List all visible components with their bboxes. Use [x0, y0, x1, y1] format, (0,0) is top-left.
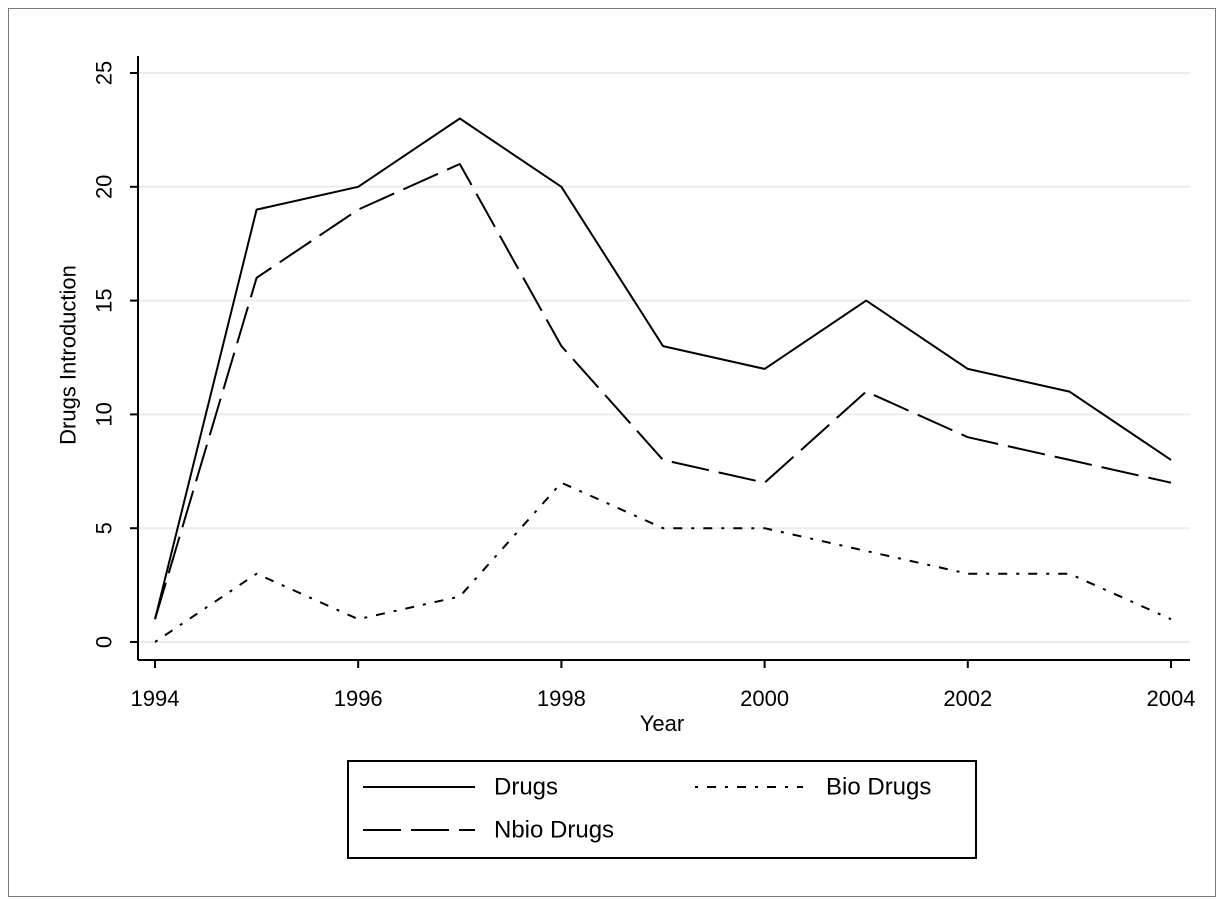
legend-item: Bio Drugs: [695, 774, 931, 801]
x-tick-label: 2004: [1147, 686, 1196, 711]
grid-lines: [138, 72, 1190, 643]
series-line-bio-drugs: [154, 481, 1172, 643]
chart-frame: [8, 8, 1216, 897]
legend-label: Nbio Drugs: [494, 817, 614, 844]
x-tick-label: 1994: [131, 686, 180, 711]
x-tick-label: 1998: [537, 686, 586, 711]
legend-label: Drugs: [494, 774, 558, 801]
x-axis-title: Year: [640, 711, 684, 736]
series-lines: [154, 117, 1172, 643]
x-tick-label: 2000: [740, 686, 789, 711]
x-tick-label: 1996: [334, 686, 383, 711]
legend-box: [347, 760, 977, 859]
series-line-drugs: [154, 117, 1172, 620]
y-tick-label: 25: [92, 61, 117, 85]
legend-item: Drugs: [363, 774, 558, 801]
legend-items: Drugs Bio Drugs Nbio Drugs: [363, 774, 931, 844]
y-tick-label: 15: [92, 288, 117, 312]
ticks: 0 5 10 15 20 25 1994 1996 1998 2000 2002 2004: [92, 61, 1196, 711]
legend-item: Nbio Drugs: [363, 817, 614, 844]
legend: Drugs Bio Drugs Nbio Drugs: [347, 760, 977, 859]
series-line-nbio-drugs: [154, 163, 1172, 620]
y-axis-title: Drugs Introduction: [56, 265, 81, 445]
y-tick-label: 5: [92, 522, 117, 534]
legend-label: Bio Drugs: [826, 774, 931, 801]
axes: [137, 56, 1190, 661]
y-tick-label: 0: [92, 636, 117, 648]
y-tick-label: 10: [92, 402, 117, 426]
y-tick-label: 20: [92, 175, 117, 199]
x-tick-label: 2002: [943, 686, 992, 711]
